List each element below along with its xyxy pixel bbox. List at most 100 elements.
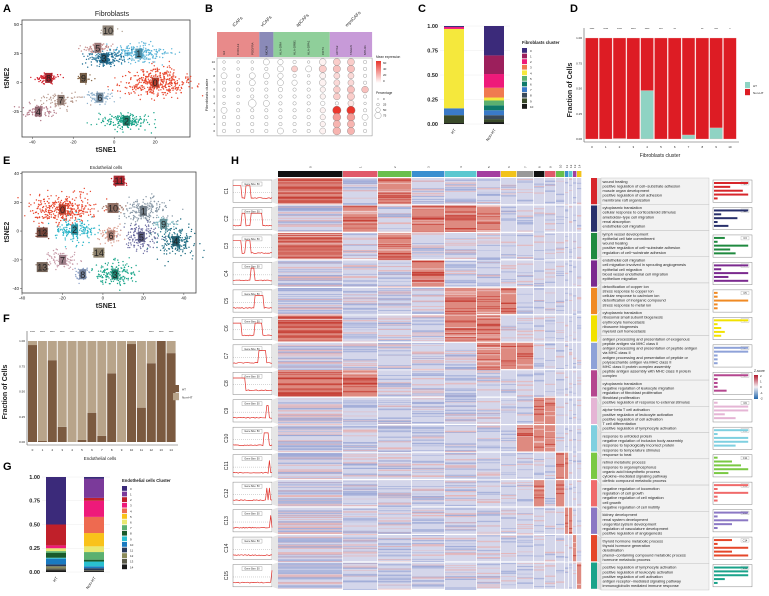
cell-point [117, 122, 120, 124]
cluster-label: 5 [95, 43, 100, 53]
cell-point [126, 51, 128, 54]
cell-point [129, 43, 131, 45]
cell-point [115, 55, 117, 57]
cell-point [81, 96, 83, 98]
cell-point [135, 204, 138, 207]
heatmap-stripe [278, 245, 343, 247]
cell-point [134, 75, 137, 77]
cell-point [77, 218, 79, 220]
cell-point [135, 250, 138, 252]
expression-dot [291, 65, 298, 73]
cell-point [154, 61, 156, 63]
cell-point [89, 74, 91, 76]
expression-dot [263, 58, 270, 66]
cell-point [97, 270, 100, 272]
cell-point [169, 89, 172, 91]
cell-point [157, 225, 159, 227]
cell-point [84, 197, 86, 199]
cell-point [161, 79, 164, 81]
cell-point [117, 90, 119, 92]
heatmap-stripe [445, 364, 477, 366]
cell-point [170, 52, 172, 54]
cell-point [129, 212, 131, 214]
cell-point [52, 213, 55, 215]
cell-point [167, 243, 170, 246]
legend-label: 5 [530, 77, 532, 81]
cell-point [134, 200, 137, 203]
significance-label: *** [659, 27, 663, 31]
heatmap-block [577, 178, 582, 205]
heatmap-block [569, 178, 573, 205]
cell-point [126, 45, 128, 48]
bar-segment-6 [484, 105, 504, 111]
heatmap-stripe [378, 202, 412, 203]
heatmap-stripe [577, 277, 582, 279]
cell-point [50, 99, 52, 101]
cell-point [149, 72, 151, 75]
cell-point [36, 77, 38, 79]
heatmap-stripe [545, 241, 556, 243]
bar-segment-9 [46, 557, 66, 559]
bar-segment-11 [84, 568, 104, 571]
cell-point [101, 44, 104, 46]
cell-point [96, 58, 98, 60]
cell-point [32, 210, 34, 212]
cell-point [153, 99, 156, 101]
cell-point [160, 79, 162, 81]
heatmap-stripe [278, 249, 343, 251]
bar-segment-HT [156, 341, 166, 442]
heatmap-stripe [343, 332, 378, 333]
x-tick-label: HT [450, 127, 457, 135]
cell-point [102, 65, 105, 68]
cell-point [176, 249, 178, 252]
cell-point [149, 205, 151, 208]
cell-point [88, 271, 90, 273]
heatmap-stripe [445, 280, 477, 282]
expression-dot [236, 122, 241, 127]
expression-dot [319, 79, 327, 87]
cell-point [74, 267, 76, 270]
go-term: epithelium migration [603, 276, 638, 281]
cell-point [190, 80, 192, 83]
cell-point [79, 224, 81, 226]
cell-point [148, 232, 150, 234]
cell-point [130, 122, 132, 125]
heatmap-stripe [278, 326, 343, 328]
cell-point [74, 199, 76, 201]
cell-point [88, 91, 90, 93]
heatmap-stripe [278, 330, 343, 331]
heatmap-stripe [412, 246, 445, 249]
cell-point [24, 215, 26, 217]
expression-dot [278, 122, 283, 127]
heatmap-stripe [534, 278, 545, 280]
heatmap-stripe [445, 389, 477, 391]
cell-point [86, 193, 88, 195]
cell-point [140, 94, 142, 96]
legend-swatch [122, 547, 127, 553]
bar-segment-Non-HT [136, 341, 146, 408]
cell-point [22, 114, 25, 116]
cell-point [164, 85, 166, 87]
cell-point [182, 83, 184, 85]
cell-point [74, 251, 76, 254]
gene-label: MYH11 [363, 45, 367, 55]
cell-point [85, 49, 87, 51]
heatmap-stripe [501, 267, 517, 270]
percentage-tick: 75 [383, 114, 387, 118]
cell-point [71, 100, 74, 102]
x-tick-label: 9 [715, 145, 717, 149]
heatmap-stripe [577, 285, 582, 286]
cell-point [97, 56, 99, 58]
cell-point [149, 240, 151, 243]
heatmap-block [534, 315, 545, 342]
cell-point [44, 203, 46, 205]
heatmap-stripe [445, 238, 477, 239]
expression-dot [263, 72, 270, 80]
cell-point [138, 128, 140, 130]
expression-dot [263, 100, 270, 107]
cluster-color-bar [569, 171, 573, 177]
cell-point [138, 214, 140, 216]
cell-point [103, 43, 105, 45]
cell-point [88, 48, 91, 50]
module-color-bar [591, 315, 597, 342]
